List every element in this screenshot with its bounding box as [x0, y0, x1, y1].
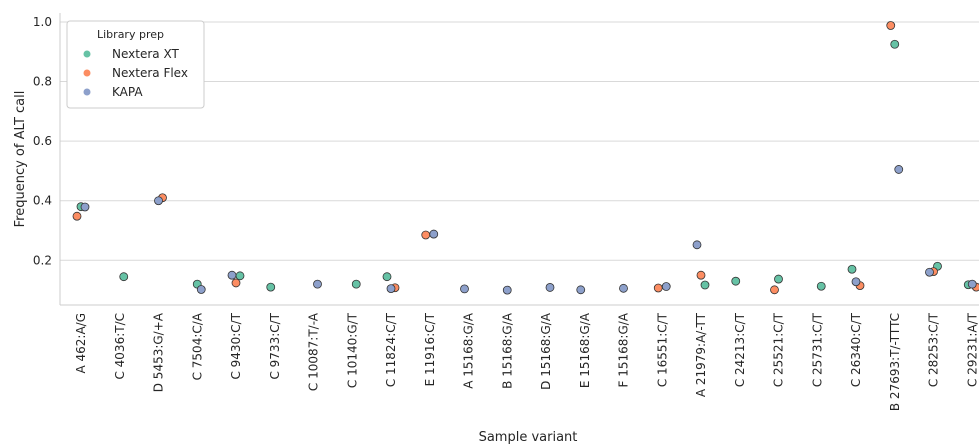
data-point	[351, 279, 361, 289]
x-tick-label: D 5453:G/+A	[152, 312, 166, 392]
data-point	[119, 272, 129, 282]
data-point	[774, 274, 783, 284]
y-tick-labels: 0.2 0.4 0.6 0.8 1.0	[33, 15, 52, 267]
data-point	[196, 285, 206, 294]
legend-marker	[83, 50, 91, 58]
x-tick-label: C 4036:T/C	[113, 313, 127, 380]
data-point	[502, 285, 512, 295]
data-point	[661, 282, 671, 291]
x-tick-label: C 29231:A/T	[965, 312, 979, 387]
data-point	[770, 285, 779, 295]
x-tick-label: C 7504:C/A	[190, 312, 204, 380]
data-point	[851, 277, 861, 287]
x-tick-label: C 28253:C/T	[927, 312, 941, 387]
x-axis-title: Sample variant	[479, 430, 578, 445]
plot-area	[60, 13, 979, 305]
data-point	[692, 240, 702, 250]
x-tick-label: A 462:A/G	[74, 313, 88, 374]
data-point	[816, 281, 826, 291]
data-point	[700, 280, 710, 290]
x-tick-label: C 11824:C/T	[384, 312, 398, 387]
y-tick-label: 0.6	[33, 134, 52, 148]
legend-marker	[83, 69, 91, 77]
x-tick-label: A 15168:G/A	[462, 312, 476, 389]
data-point	[886, 21, 896, 30]
legend: Library prep Nextera XT Nextera Flex KAPA	[66, 20, 205, 109]
data-point	[894, 165, 904, 174]
x-tick-label: D 15168:G/A	[539, 312, 553, 390]
x-tick-label: C 16551:C/T	[655, 312, 669, 387]
x-tick-label: B 15168:G/A	[500, 312, 514, 389]
data-point	[576, 285, 586, 295]
x-tick-label: A 21979:A/-TT	[694, 312, 708, 397]
x-tick-label: C 9430:C/T	[229, 312, 243, 379]
legend-marker	[83, 88, 91, 96]
data-points	[72, 21, 979, 295]
data-point	[653, 283, 663, 293]
data-point	[925, 267, 934, 277]
data-point	[847, 264, 857, 274]
y-tick-label: 0.8	[33, 75, 52, 89]
data-point	[154, 196, 163, 206]
x-tick-label: C 10087:T/-A	[307, 312, 321, 391]
data-point	[429, 229, 439, 239]
x-tick-label: B 27693:T/-TTTC	[888, 313, 902, 411]
y-axis-title: Frequency of ALT call	[13, 91, 28, 228]
data-point	[386, 284, 396, 294]
data-point	[421, 230, 431, 240]
data-point	[460, 284, 469, 294]
data-point	[696, 270, 706, 280]
data-point	[890, 39, 900, 49]
y-tick-label: 1.0	[33, 15, 52, 29]
data-point	[545, 283, 555, 292]
data-point	[619, 283, 628, 293]
data-point	[731, 276, 741, 286]
y-tick-label: 0.4	[33, 194, 52, 208]
y-tick-label: 0.2	[33, 253, 52, 267]
x-tick-label: C 9733:C/T	[268, 312, 282, 379]
data-point	[313, 279, 322, 289]
x-tick-label: F 15168:G/A	[617, 312, 631, 387]
x-tick-label: C 10140:G/T	[345, 312, 359, 388]
data-point	[382, 272, 392, 282]
data-point	[231, 278, 241, 288]
data-point	[235, 271, 245, 281]
legend-box	[66, 20, 205, 109]
gridlines	[60, 21, 979, 261]
data-point	[967, 279, 977, 289]
legend-label: Nextera XT	[112, 47, 179, 61]
data-point	[72, 211, 82, 221]
data-point	[227, 270, 237, 280]
data-point	[266, 282, 276, 292]
legend-label: Nextera Flex	[112, 66, 188, 80]
x-tick-label: C 26340:C/T	[849, 312, 863, 387]
legend-title: Library prep	[97, 28, 164, 41]
data-point	[80, 202, 90, 212]
x-tick-label: C 24213:C/T	[733, 312, 747, 387]
x-tick-label: C 25731:C/T	[810, 312, 824, 387]
x-tick-label: E 11916:C/T	[423, 312, 437, 386]
legend-label: KAPA	[112, 85, 143, 99]
x-tick-label: E 15168:G/A	[578, 312, 592, 388]
x-tick-label: C 25521:C/T	[772, 312, 786, 387]
x-tick-labels: A 462:A/G C 4036:T/C D 5453:G/+A C 7504:C/A…	[74, 312, 979, 411]
